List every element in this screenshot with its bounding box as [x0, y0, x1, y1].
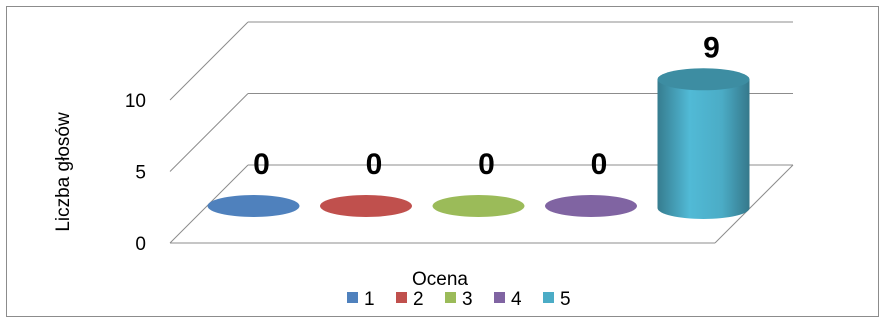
legend: 1 2 3 4 5 — [347, 289, 571, 310]
data-label: 0 — [591, 148, 608, 181]
y-axis-title: Liczba głosów — [53, 112, 74, 232]
legend-swatch — [494, 292, 505, 303]
bar-1 — [207, 195, 300, 217]
gridline — [169, 21, 793, 101]
x-axis-title: Ocena — [412, 269, 468, 290]
legend-item-4: 4 — [494, 289, 522, 310]
legend-label: 2 — [413, 289, 424, 310]
bar-5 — [657, 68, 750, 219]
bar-2 — [320, 195, 412, 217]
legend-swatch — [543, 292, 554, 303]
y-tick-label: 5 — [135, 163, 146, 184]
y-tick-labels: 0 5 10 — [125, 91, 146, 255]
y-tick-label: 0 — [135, 234, 146, 255]
y-tick-label: 10 — [125, 91, 146, 112]
legend-item-2: 2 — [396, 289, 424, 310]
bar-4 — [545, 195, 637, 217]
bars — [207, 68, 750, 219]
data-label: 0 — [478, 148, 495, 181]
bar-3 — [432, 195, 525, 217]
legend-label: 3 — [462, 289, 473, 310]
legend-swatch — [396, 292, 407, 303]
legend-item-3: 3 — [445, 289, 473, 310]
data-label: 0 — [366, 148, 383, 181]
data-label: 0 — [253, 148, 270, 181]
legend-item-5: 5 — [543, 289, 571, 310]
legend-label: 4 — [511, 289, 522, 310]
data-labels: 0 0 0 0 9 — [253, 31, 720, 181]
legend-swatch — [347, 292, 358, 303]
legend-item-1: 1 — [347, 289, 375, 310]
legend-swatch — [445, 292, 456, 303]
legend-label: 5 — [560, 289, 571, 310]
data-label: 9 — [703, 31, 720, 64]
legend-label: 1 — [364, 289, 375, 310]
